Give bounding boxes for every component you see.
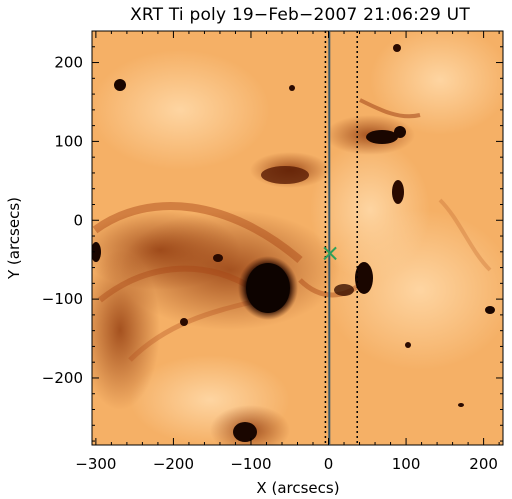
x-tick-label: 200: [469, 455, 498, 473]
y-axis: 200 100 0 −100 −200: [42, 30, 503, 442]
x-axis: −300 −200 −100 0 100 200: [75, 31, 500, 473]
x-tick-label: −100: [230, 455, 271, 473]
y-tick-label: 200: [54, 54, 83, 72]
x-tick-label: −200: [153, 455, 194, 473]
y-tick-label: 100: [54, 132, 83, 150]
x-marker-stroke: [323, 246, 337, 261]
y-tick-label: 0: [73, 211, 83, 229]
x-tick-label: −300: [75, 455, 116, 473]
x-tick-label: 100: [392, 455, 421, 473]
y-tick-label: −100: [42, 290, 83, 308]
overlay-lines: [323, 31, 358, 445]
y-axis-title: Y (arcsecs): [5, 197, 23, 280]
y-tick-label: −200: [42, 369, 83, 387]
x-tick-label: 0: [324, 455, 334, 473]
solar-image: [92, 31, 503, 445]
x-axis-title: X (arcsecs): [256, 479, 339, 497]
plot-title: XRT Ti poly 19−Feb−2007 21:06:29 UT: [130, 5, 470, 25]
